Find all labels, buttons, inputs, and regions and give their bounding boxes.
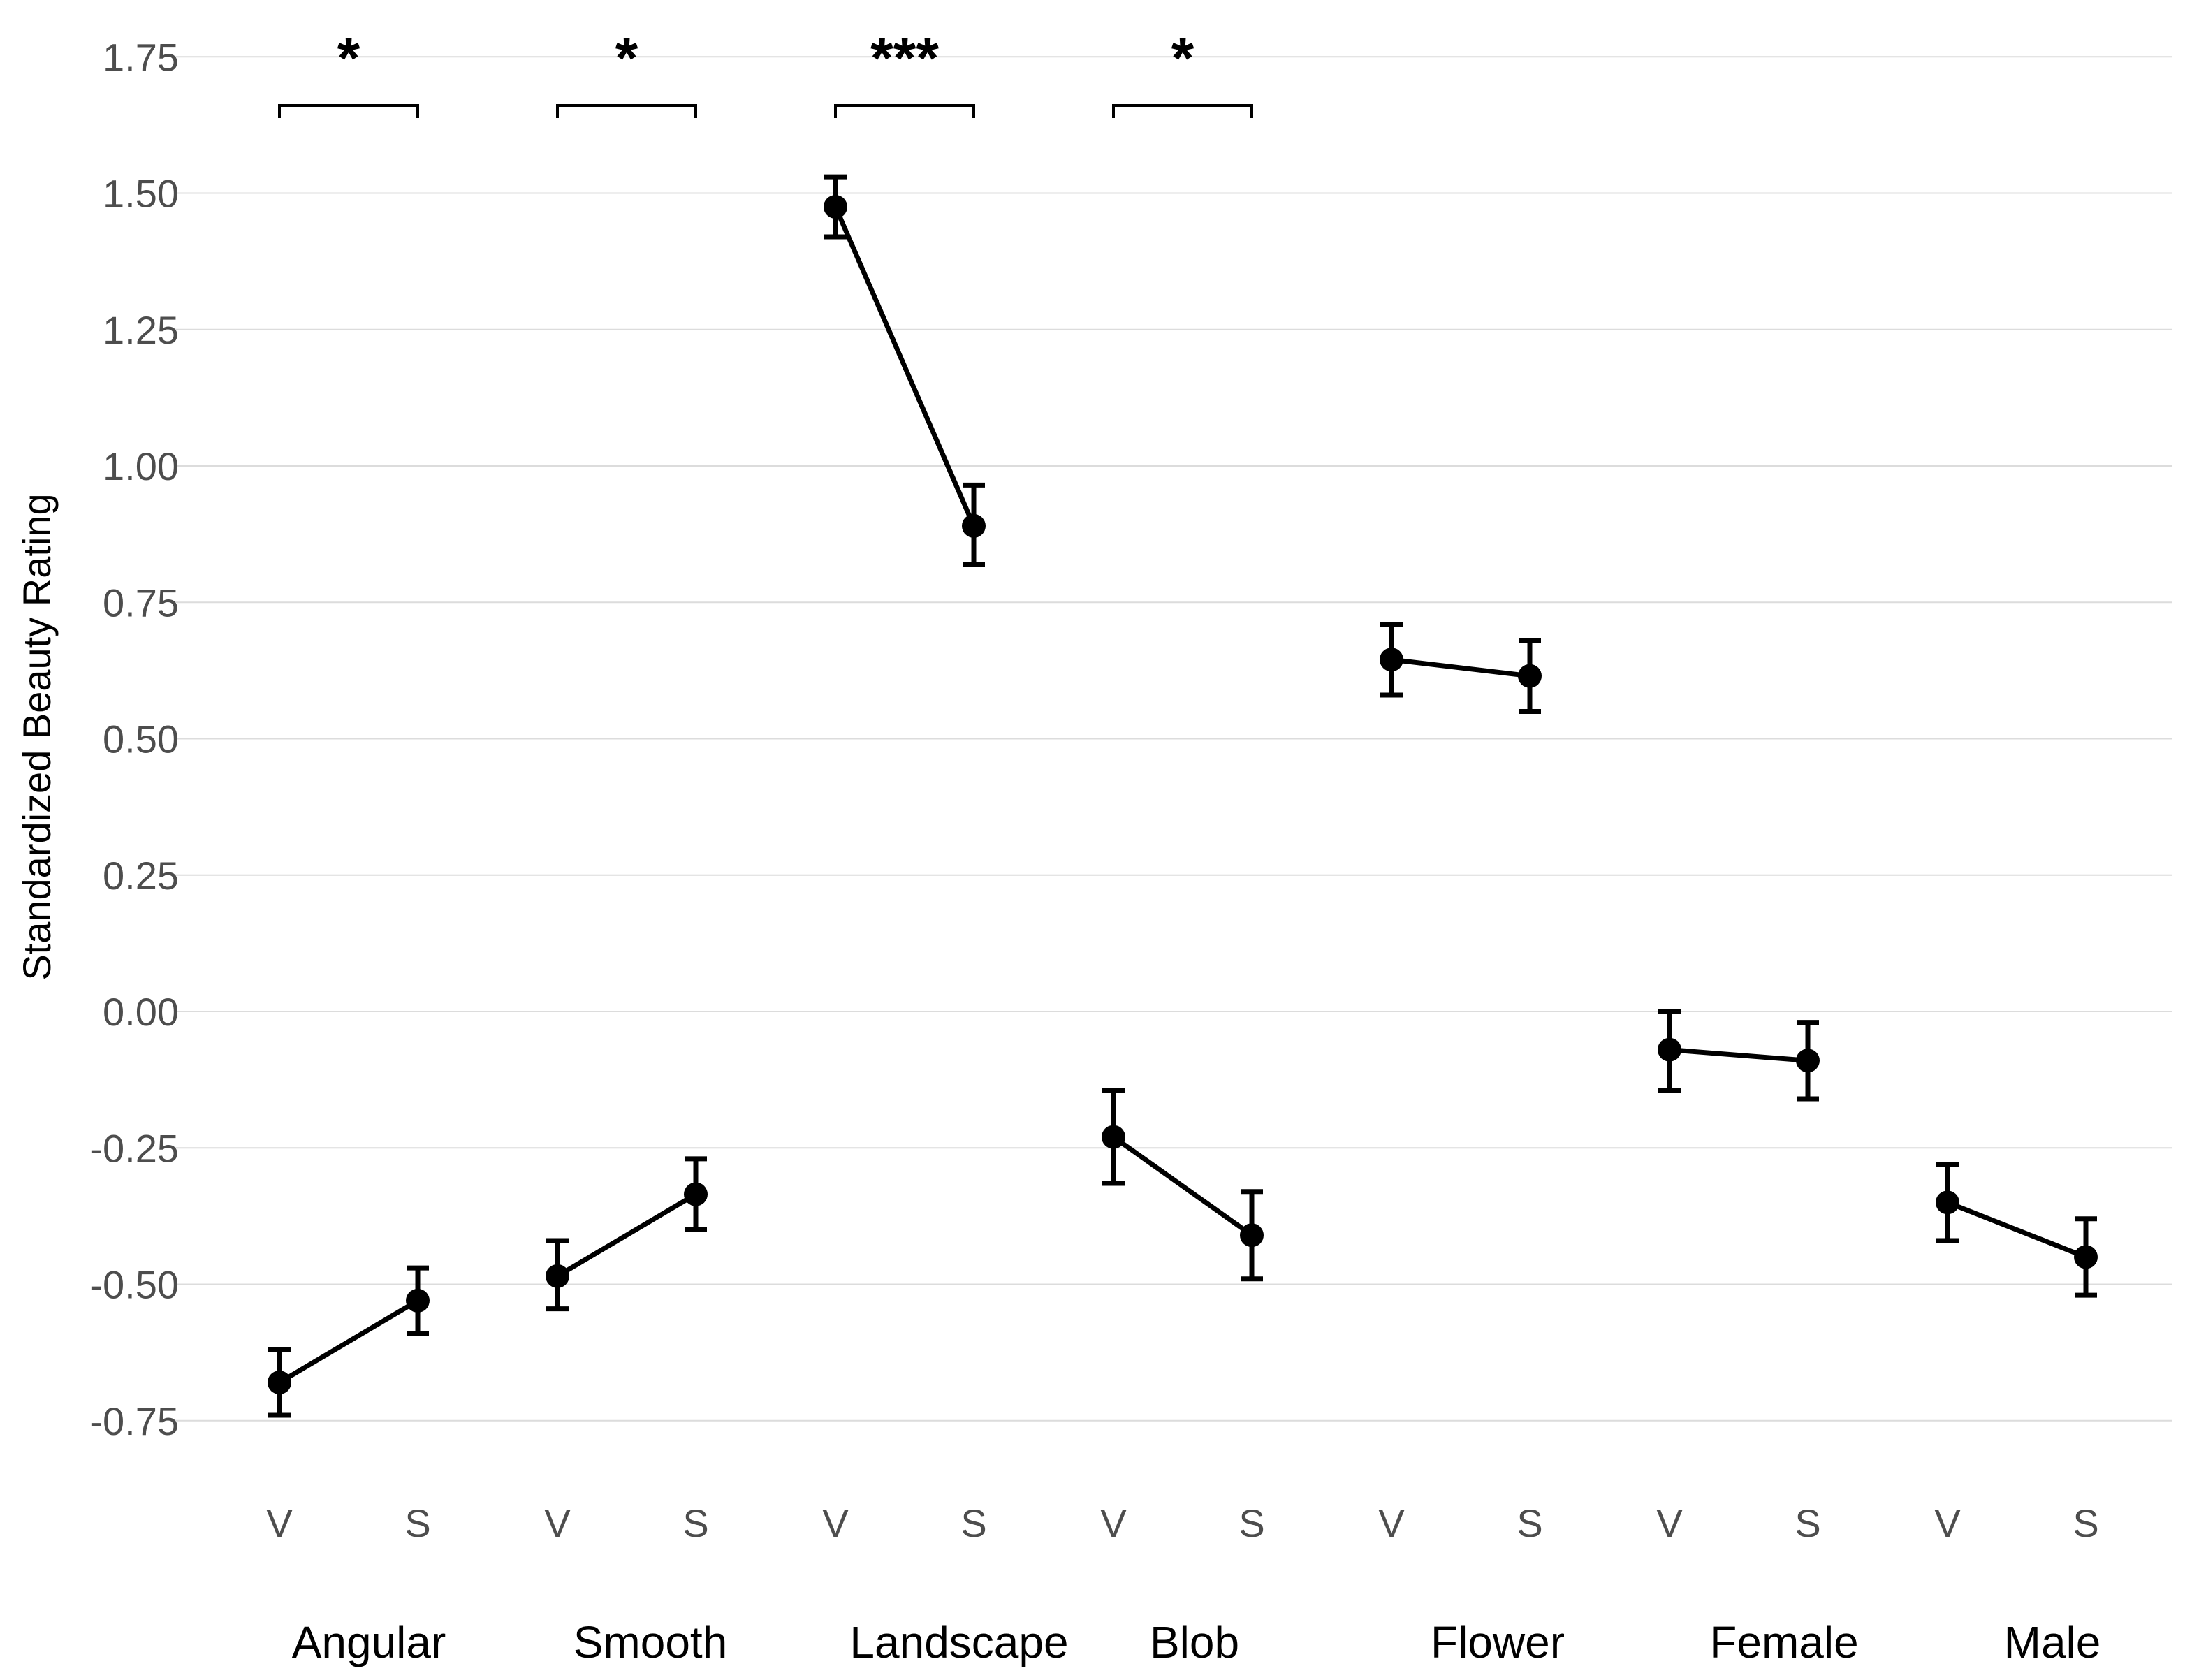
x-tick-label: S (1239, 1501, 1264, 1545)
group-labels: Angular Smooth Landscape Blob Flower Female Ma… (292, 1617, 2101, 1667)
y-tick-label: 1.25 (103, 308, 179, 352)
data-point (2074, 1245, 2098, 1269)
data-point (1380, 648, 1403, 672)
significance-bracket (278, 104, 419, 118)
x-tick-label: V (1100, 1501, 1127, 1545)
series-line (1111, 1134, 1254, 1238)
x-tick-label: S (1795, 1501, 1820, 1545)
series-angular (268, 1265, 430, 1418)
data-point (824, 195, 847, 219)
data-point (406, 1288, 430, 1313)
series-line (1946, 1200, 2087, 1259)
significance-label: * (337, 25, 360, 91)
x-tick-label: V (266, 1501, 293, 1545)
y-tick-label: -0.50 (89, 1263, 179, 1307)
data-point (962, 513, 986, 538)
group-label-landscape: Landscape (849, 1617, 1068, 1667)
series-line (833, 205, 977, 527)
x-tick-label: S (682, 1501, 708, 1545)
y-tick-label: -0.75 (89, 1399, 179, 1443)
series (268, 174, 2098, 1418)
x-tick-label: V (544, 1501, 571, 1545)
x-tick-label: S (960, 1501, 986, 1545)
x-tick-label: V (1378, 1501, 1405, 1545)
y-tick-label: -0.25 (89, 1126, 179, 1170)
y-tick-label: 1.00 (103, 444, 179, 488)
y-tick-labels: -0.75 -0.50 -0.25 0.00 0.25 0.50 0.75 1.00 1.25 1… (89, 35, 179, 1443)
series-female (1658, 1009, 1820, 1102)
series-flower (1380, 621, 1542, 714)
significance-bracket (556, 104, 697, 118)
x-tick-label: S (1517, 1501, 1542, 1545)
grid-lines (175, 56, 2172, 1422)
y-axis-label: Standardized Beauty Rating (15, 493, 59, 980)
x-tick-label: V (822, 1501, 849, 1545)
data-point (1518, 664, 1542, 688)
series-landscape (824, 174, 986, 567)
data-point (546, 1264, 569, 1288)
y-tick-label: 0.00 (103, 990, 179, 1034)
series-male (1936, 1162, 2098, 1298)
y-tick-label: 0.25 (103, 854, 179, 898)
data-point (1658, 1037, 1681, 1062)
x-tick-label: V (1934, 1501, 1961, 1545)
group-label-angular: Angular (292, 1617, 446, 1667)
group-label-male: Male (2004, 1617, 2101, 1667)
group-label-blob: Blob (1150, 1617, 1239, 1667)
series-line (1391, 657, 1530, 679)
y-tick-label: 0.75 (103, 580, 179, 624)
significance-label: *** (870, 25, 939, 91)
series-line (556, 1192, 697, 1278)
group-label-female: Female (1709, 1617, 1858, 1667)
group-label-flower: Flower (1431, 1617, 1565, 1667)
series-blob (1102, 1088, 1264, 1282)
group-label-smooth: Smooth (573, 1617, 728, 1667)
x-tick-label: S (404, 1501, 430, 1545)
data-point (684, 1182, 708, 1206)
series-line (1669, 1047, 1809, 1063)
x-tick-label: S (2073, 1501, 2098, 1545)
data-point (268, 1371, 291, 1395)
significance-bracket (834, 104, 975, 118)
series-smooth (546, 1156, 708, 1312)
data-point (1102, 1125, 1125, 1149)
data-point (1240, 1223, 1264, 1248)
significance-label: * (615, 25, 638, 91)
significance-bracket (1112, 104, 1253, 118)
y-tick-label: 1.50 (103, 172, 179, 216)
data-point (1796, 1049, 1820, 1073)
data-point (1936, 1190, 1959, 1215)
x-tick-label: V (1656, 1501, 1683, 1545)
y-tick-label: 0.50 (103, 717, 179, 761)
significance-label: * (1171, 25, 1194, 91)
y-tick-label: 1.75 (103, 35, 179, 79)
series-line (278, 1298, 419, 1385)
significance-brackets: * * *** * (278, 25, 1253, 118)
